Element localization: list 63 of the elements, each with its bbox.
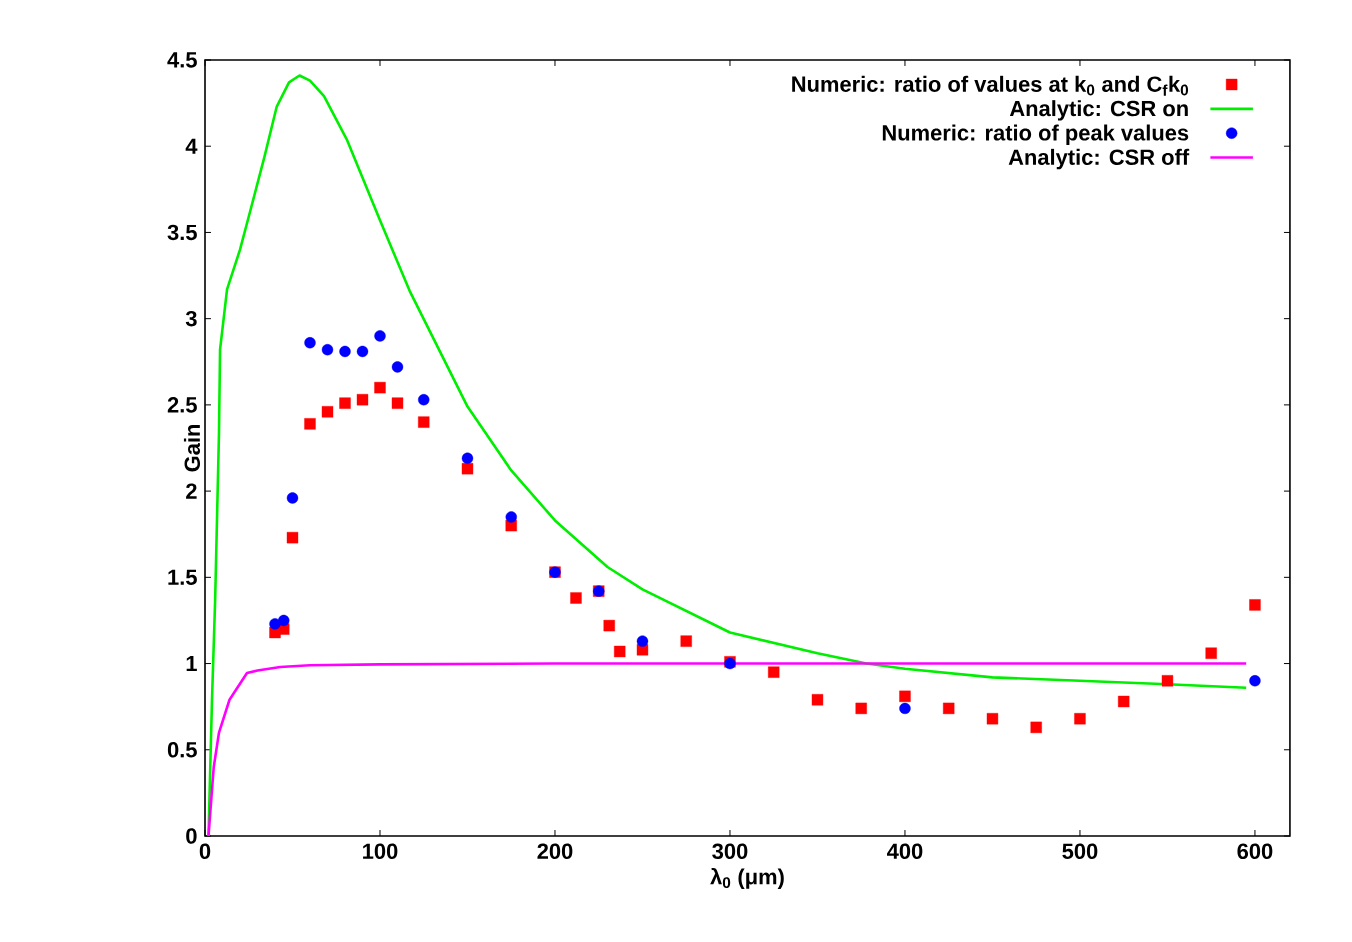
y-tick-label: 1.5	[168, 569, 197, 585]
point	[339, 397, 351, 409]
point	[321, 406, 334, 418]
y-tick-label: 3.5	[167, 224, 197, 241]
point	[1205, 647, 1217, 659]
point	[286, 492, 299, 504]
x-tick-label: 500	[1062, 843, 1098, 860]
point	[321, 344, 334, 356]
point	[1161, 675, 1174, 687]
x-tick-label: 200	[537, 843, 573, 860]
point	[278, 614, 290, 627]
y-axis-title: Gain	[183, 424, 201, 472]
point	[269, 618, 281, 630]
legend-label: Analytic: CSR off	[1008, 148, 1190, 170]
point	[339, 345, 351, 358]
point	[391, 361, 404, 373]
point	[680, 635, 692, 647]
y-tick-label: 4	[185, 138, 198, 154]
point	[1249, 675, 1261, 687]
y-tick-label: 2	[186, 483, 197, 499]
x-tick-label: 100	[363, 843, 398, 860]
point	[418, 394, 430, 406]
point	[1118, 695, 1130, 708]
point	[986, 713, 999, 725]
point	[304, 337, 316, 349]
point	[899, 690, 911, 702]
point	[603, 619, 615, 632]
legend-label: Numeric: ratio of values at k$_{0}$ and C$_{f}$k$_{0}$	[792, 75, 1189, 96]
point	[356, 394, 369, 406]
x-tick-label: 0	[199, 843, 211, 860]
y-tick-label: 1	[186, 656, 197, 672]
point	[374, 381, 386, 394]
point	[570, 592, 582, 604]
y-tick-label: 3	[185, 310, 197, 327]
point	[1249, 599, 1261, 611]
legend-label: Numeric: ratio of peak values	[882, 124, 1189, 145]
point	[1074, 713, 1086, 725]
point	[811, 694, 824, 706]
point	[614, 645, 626, 658]
x-tick-label: 600	[1237, 843, 1273, 860]
point	[505, 511, 517, 523]
point	[943, 702, 955, 715]
x-tick-label: 400	[887, 843, 923, 860]
point	[286, 531, 299, 544]
y-tick-label: 0	[186, 828, 197, 844]
point	[418, 416, 430, 428]
legend-label: Analytic: CSR on	[1009, 100, 1188, 121]
point	[391, 397, 404, 409]
point	[374, 330, 386, 342]
x-axis-title: λ$_{0}$ (μm)	[710, 867, 784, 889]
point	[461, 452, 474, 465]
y-tick-label: 0.5	[167, 742, 197, 758]
point	[899, 702, 911, 715]
point	[356, 345, 369, 358]
point	[304, 418, 316, 430]
y-tick-label: 2.5	[167, 397, 197, 413]
point	[855, 702, 867, 715]
point	[461, 463, 474, 475]
point	[768, 666, 780, 678]
x-tick-label: 300	[712, 843, 748, 860]
point	[1030, 721, 1042, 734]
point	[636, 635, 649, 647]
y-tick-label: 4.5	[167, 52, 197, 68]
